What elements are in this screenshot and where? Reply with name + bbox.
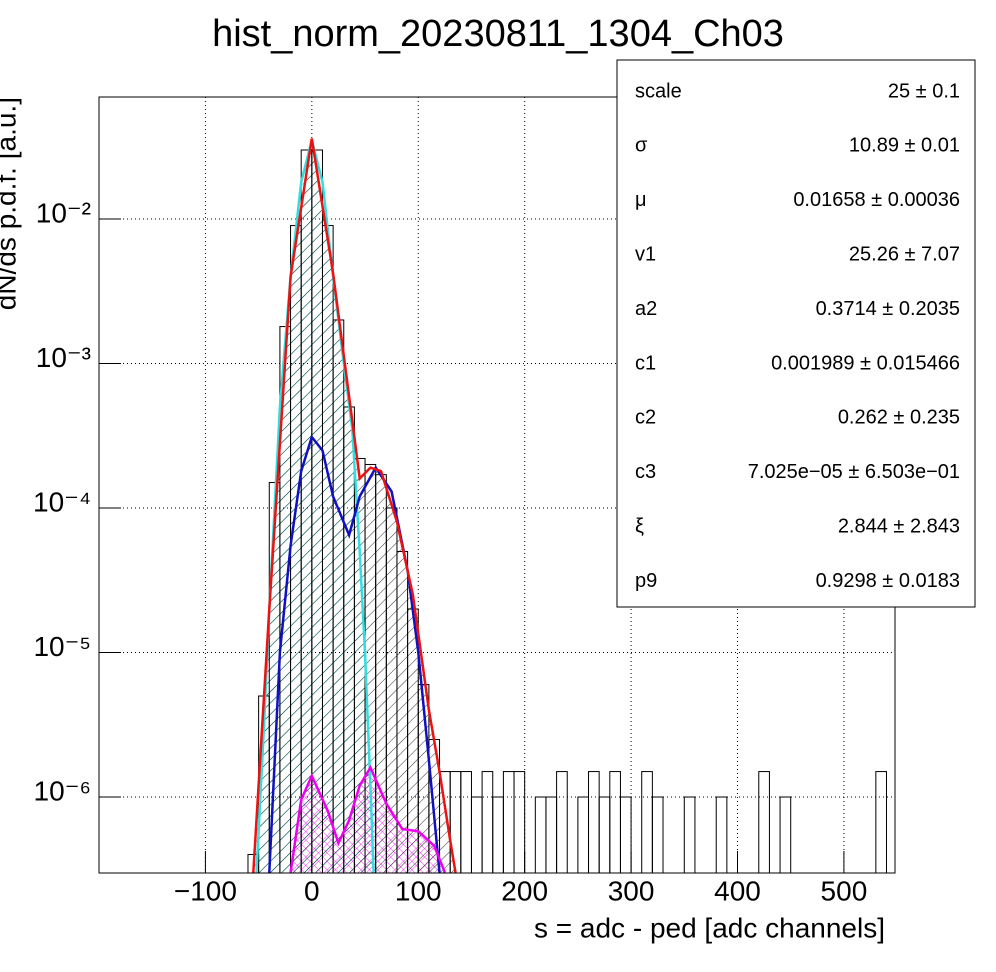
hist-bin [758, 771, 770, 873]
x-axis-title: s = adc - ped [adc channels] [534, 912, 885, 943]
stat-name: p9 [635, 570, 657, 592]
stat-value: 0.9298 ± 0.0183 [816, 570, 960, 592]
hist-bin [619, 796, 632, 873]
y-tick-label: 10⁻⁵ [33, 631, 91, 662]
stat-value: 0.262 ± 0.235 [838, 407, 960, 429]
stat-name: c1 [635, 352, 656, 374]
stat-value: 10.89 ± 0.01 [849, 135, 960, 157]
stats-box: scale 25 ± 0.1 σ 10.89 ± 0.01 μ 0.01658 ± 0.0… [616, 59, 976, 608]
chart-title: hist_norm_20230811_1304_Ch03 [212, 13, 784, 55]
hist-bin [779, 796, 792, 873]
x-tick-label: 100 [395, 875, 442, 906]
x-tick-label: 500 [821, 875, 868, 906]
x-tick-label: 0 [304, 875, 320, 906]
hist-bin [651, 796, 664, 873]
x-tick-label: 200 [501, 875, 548, 906]
y-tick-label: 10⁻⁴ [33, 486, 91, 517]
x-tick-label: −100 [174, 875, 237, 906]
stat-name: v1 [635, 243, 656, 265]
stat-name: σ [635, 135, 648, 157]
stat-name: c3 [635, 461, 656, 483]
stat-name: c2 [635, 407, 656, 429]
fit-curve [289, 764, 447, 873]
y-axis-title: dN/ds p.d.f. [a.u.] [0, 97, 21, 310]
stat-value: 25 ± 0.1 [888, 80, 960, 102]
hist-bin [513, 771, 526, 873]
stat-name: scale [635, 80, 682, 102]
stat-value: 7.025e−05 ± 6.503e−01 [748, 461, 960, 483]
stats-frame [616, 59, 976, 608]
stat-name: μ [635, 189, 647, 211]
y-tick-label: 10⁻³ [36, 342, 91, 373]
hist-bin [875, 771, 887, 873]
stat-name: a2 [635, 298, 657, 320]
stat-value: 0.01658 ± 0.00036 [793, 189, 960, 211]
stat-value: 0.001989 ± 0.015466 [771, 352, 960, 374]
stat-value: 25.26 ± 7.07 [849, 243, 960, 265]
fit-curve [252, 138, 457, 873]
stat-name: ξ [635, 515, 644, 537]
hist-bin [683, 796, 696, 873]
x-tick-label: 300 [608, 875, 655, 906]
y-tick-label: 10⁻² [36, 197, 91, 228]
x-tick-label: 400 [714, 875, 761, 906]
y-tick-label: 10⁻⁶ [34, 775, 91, 806]
fit-curve [268, 434, 441, 873]
stat-value: 0.3714 ± 0.2035 [816, 298, 960, 320]
stat-value: 2.844 ± 2.843 [838, 515, 960, 537]
hist-bin [556, 771, 568, 873]
hist-bin [715, 796, 728, 873]
